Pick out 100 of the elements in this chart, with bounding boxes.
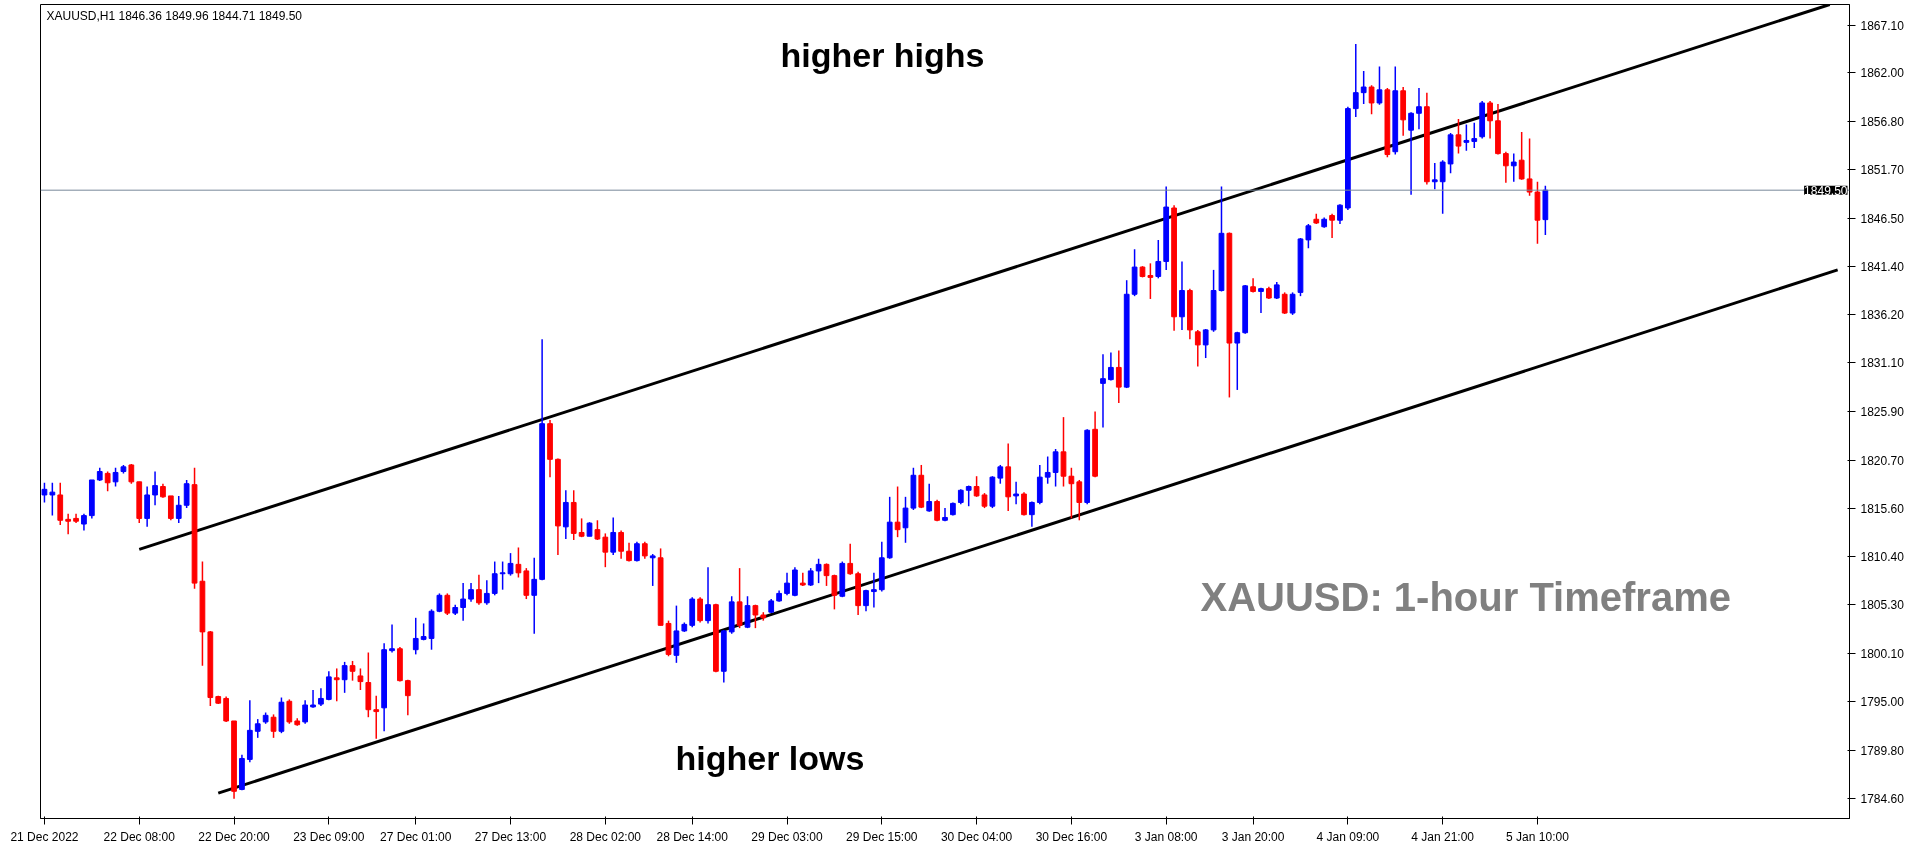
x-tick-label: 22 Dec 08:00: [103, 829, 176, 844]
candlestick: [1487, 100, 1493, 140]
candlestick: [476, 573, 482, 606]
x-tick-label: 27 Dec 13:00: [474, 829, 547, 844]
candlestick: [515, 546, 522, 579]
annotation: higher lows: [675, 738, 865, 777]
candlestick: [412, 617, 419, 656]
candlestick: [847, 542, 854, 576]
candlestick: [1408, 111, 1414, 196]
y-tick-label: 1810.40: [1860, 550, 1905, 565]
candlestick: [1471, 121, 1478, 149]
annotation: higher highs: [780, 35, 985, 74]
candlestick: [1044, 455, 1051, 485]
candlestick: [610, 516, 617, 556]
candlestick: [302, 699, 309, 725]
candlestick: [341, 661, 348, 694]
candlestick: [1068, 467, 1075, 520]
candlestick: [1281, 291, 1288, 315]
candlestick: [1510, 152, 1517, 183]
candlestick: [404, 678, 411, 717]
candlestick: [41, 482, 48, 504]
annotation: XAUUSD: 1-hour Timeframe: [1200, 574, 1731, 619]
x-tick-label: 23 Dec 09:00: [293, 829, 365, 844]
y-tick-label: 1795.00: [1860, 694, 1905, 709]
candlestick: [1155, 239, 1162, 280]
candlestick: [1013, 481, 1019, 506]
y-tick-label: 1856.80: [1860, 115, 1905, 130]
candlestick: [507, 552, 514, 577]
candlestick: [373, 694, 380, 740]
x-tick-label: 28 Dec 02:00: [569, 829, 642, 844]
y-tick-label: 1784.60: [1860, 792, 1905, 807]
candlestick: [736, 567, 743, 629]
y-tick-label: 1862.00: [1860, 66, 1905, 81]
x-tick-label: 4 Jan 21:00: [1411, 829, 1475, 844]
candlestick: [1368, 84, 1375, 115]
candlestick: [223, 695, 230, 723]
candlestick: [167, 495, 174, 522]
candlestick: [1100, 353, 1106, 429]
candlestick: [705, 566, 711, 625]
candlestick: [1194, 329, 1201, 368]
y-tick-label: 1805.30: [1860, 598, 1905, 613]
candlestick: [815, 557, 822, 584]
y-tick-label: 1815.60: [1860, 501, 1905, 516]
candlestick: [333, 667, 340, 703]
chart-title: XAUUSD,H1 1846.36 1849.96 1844.71 1849.50: [46, 8, 303, 23]
candlestick: [1076, 479, 1083, 522]
candlestick: [254, 718, 261, 739]
candlestick: [1202, 328, 1209, 359]
candlestick: [1052, 448, 1059, 488]
candlestick: [871, 572, 877, 609]
candlestick: [1360, 70, 1367, 105]
candlestick: [1455, 118, 1462, 155]
candlestick: [618, 529, 624, 560]
candlestick: [1431, 162, 1438, 190]
x-tick-label: 22 Dec 20:00: [198, 829, 271, 844]
candlestick: [144, 485, 151, 528]
candlestick: [634, 541, 640, 563]
x-tick-label: 27 Dec 01:00: [380, 829, 452, 844]
x-tick-label: 4 Jan 09:00: [1316, 829, 1380, 844]
candlestick: [325, 670, 332, 702]
candlestick: [784, 572, 790, 597]
candlestick: [310, 689, 316, 709]
y-tick-label: 1841.40: [1860, 259, 1905, 274]
candlestick: [697, 596, 703, 624]
candlestick: [444, 592, 451, 616]
candlestick: [626, 542, 632, 563]
candlestick: [602, 532, 609, 568]
candlestick: [112, 467, 119, 488]
candlestick: [894, 485, 901, 538]
candlestick: [531, 557, 538, 635]
candlestick: [175, 495, 182, 524]
candlestick: [49, 482, 56, 517]
candlestick: [1526, 137, 1533, 197]
candlestick: [1115, 349, 1122, 404]
candlestick: [1518, 131, 1525, 181]
candlestick: [468, 582, 474, 603]
x-tick-label: 3 Jan 20:00: [1221, 829, 1285, 844]
candlestick: [128, 463, 135, 485]
x-tick-label: 21 Dec 2022: [10, 829, 79, 844]
x-tick-label: 30 Dec 16:00: [1035, 829, 1108, 844]
candlestick: [491, 560, 498, 597]
candlestick: [270, 713, 277, 739]
candlestick: [1258, 286, 1264, 314]
candlestick: [1503, 150, 1509, 184]
candlestick: [1029, 500, 1035, 528]
y-tick-label: 1800.10: [1860, 646, 1905, 661]
y-tick-label: 1851.70: [1860, 163, 1905, 178]
candlestick: [902, 496, 909, 544]
y-tick-label: 1820.70: [1860, 453, 1905, 468]
candlestick: [1352, 43, 1359, 118]
candlestick: [152, 470, 158, 507]
candlestick: [744, 595, 751, 629]
y-tick-label: 1836.20: [1860, 308, 1905, 323]
y-tick-label: 1867.10: [1860, 18, 1905, 33]
x-tick-label: 29 Dec 03:00: [751, 829, 824, 844]
candlestick: [460, 582, 466, 622]
y-tick-label: 1831.10: [1860, 356, 1905, 371]
candlestick: [483, 579, 490, 606]
candlestick: [1439, 159, 1446, 215]
candlestick: [649, 553, 656, 587]
